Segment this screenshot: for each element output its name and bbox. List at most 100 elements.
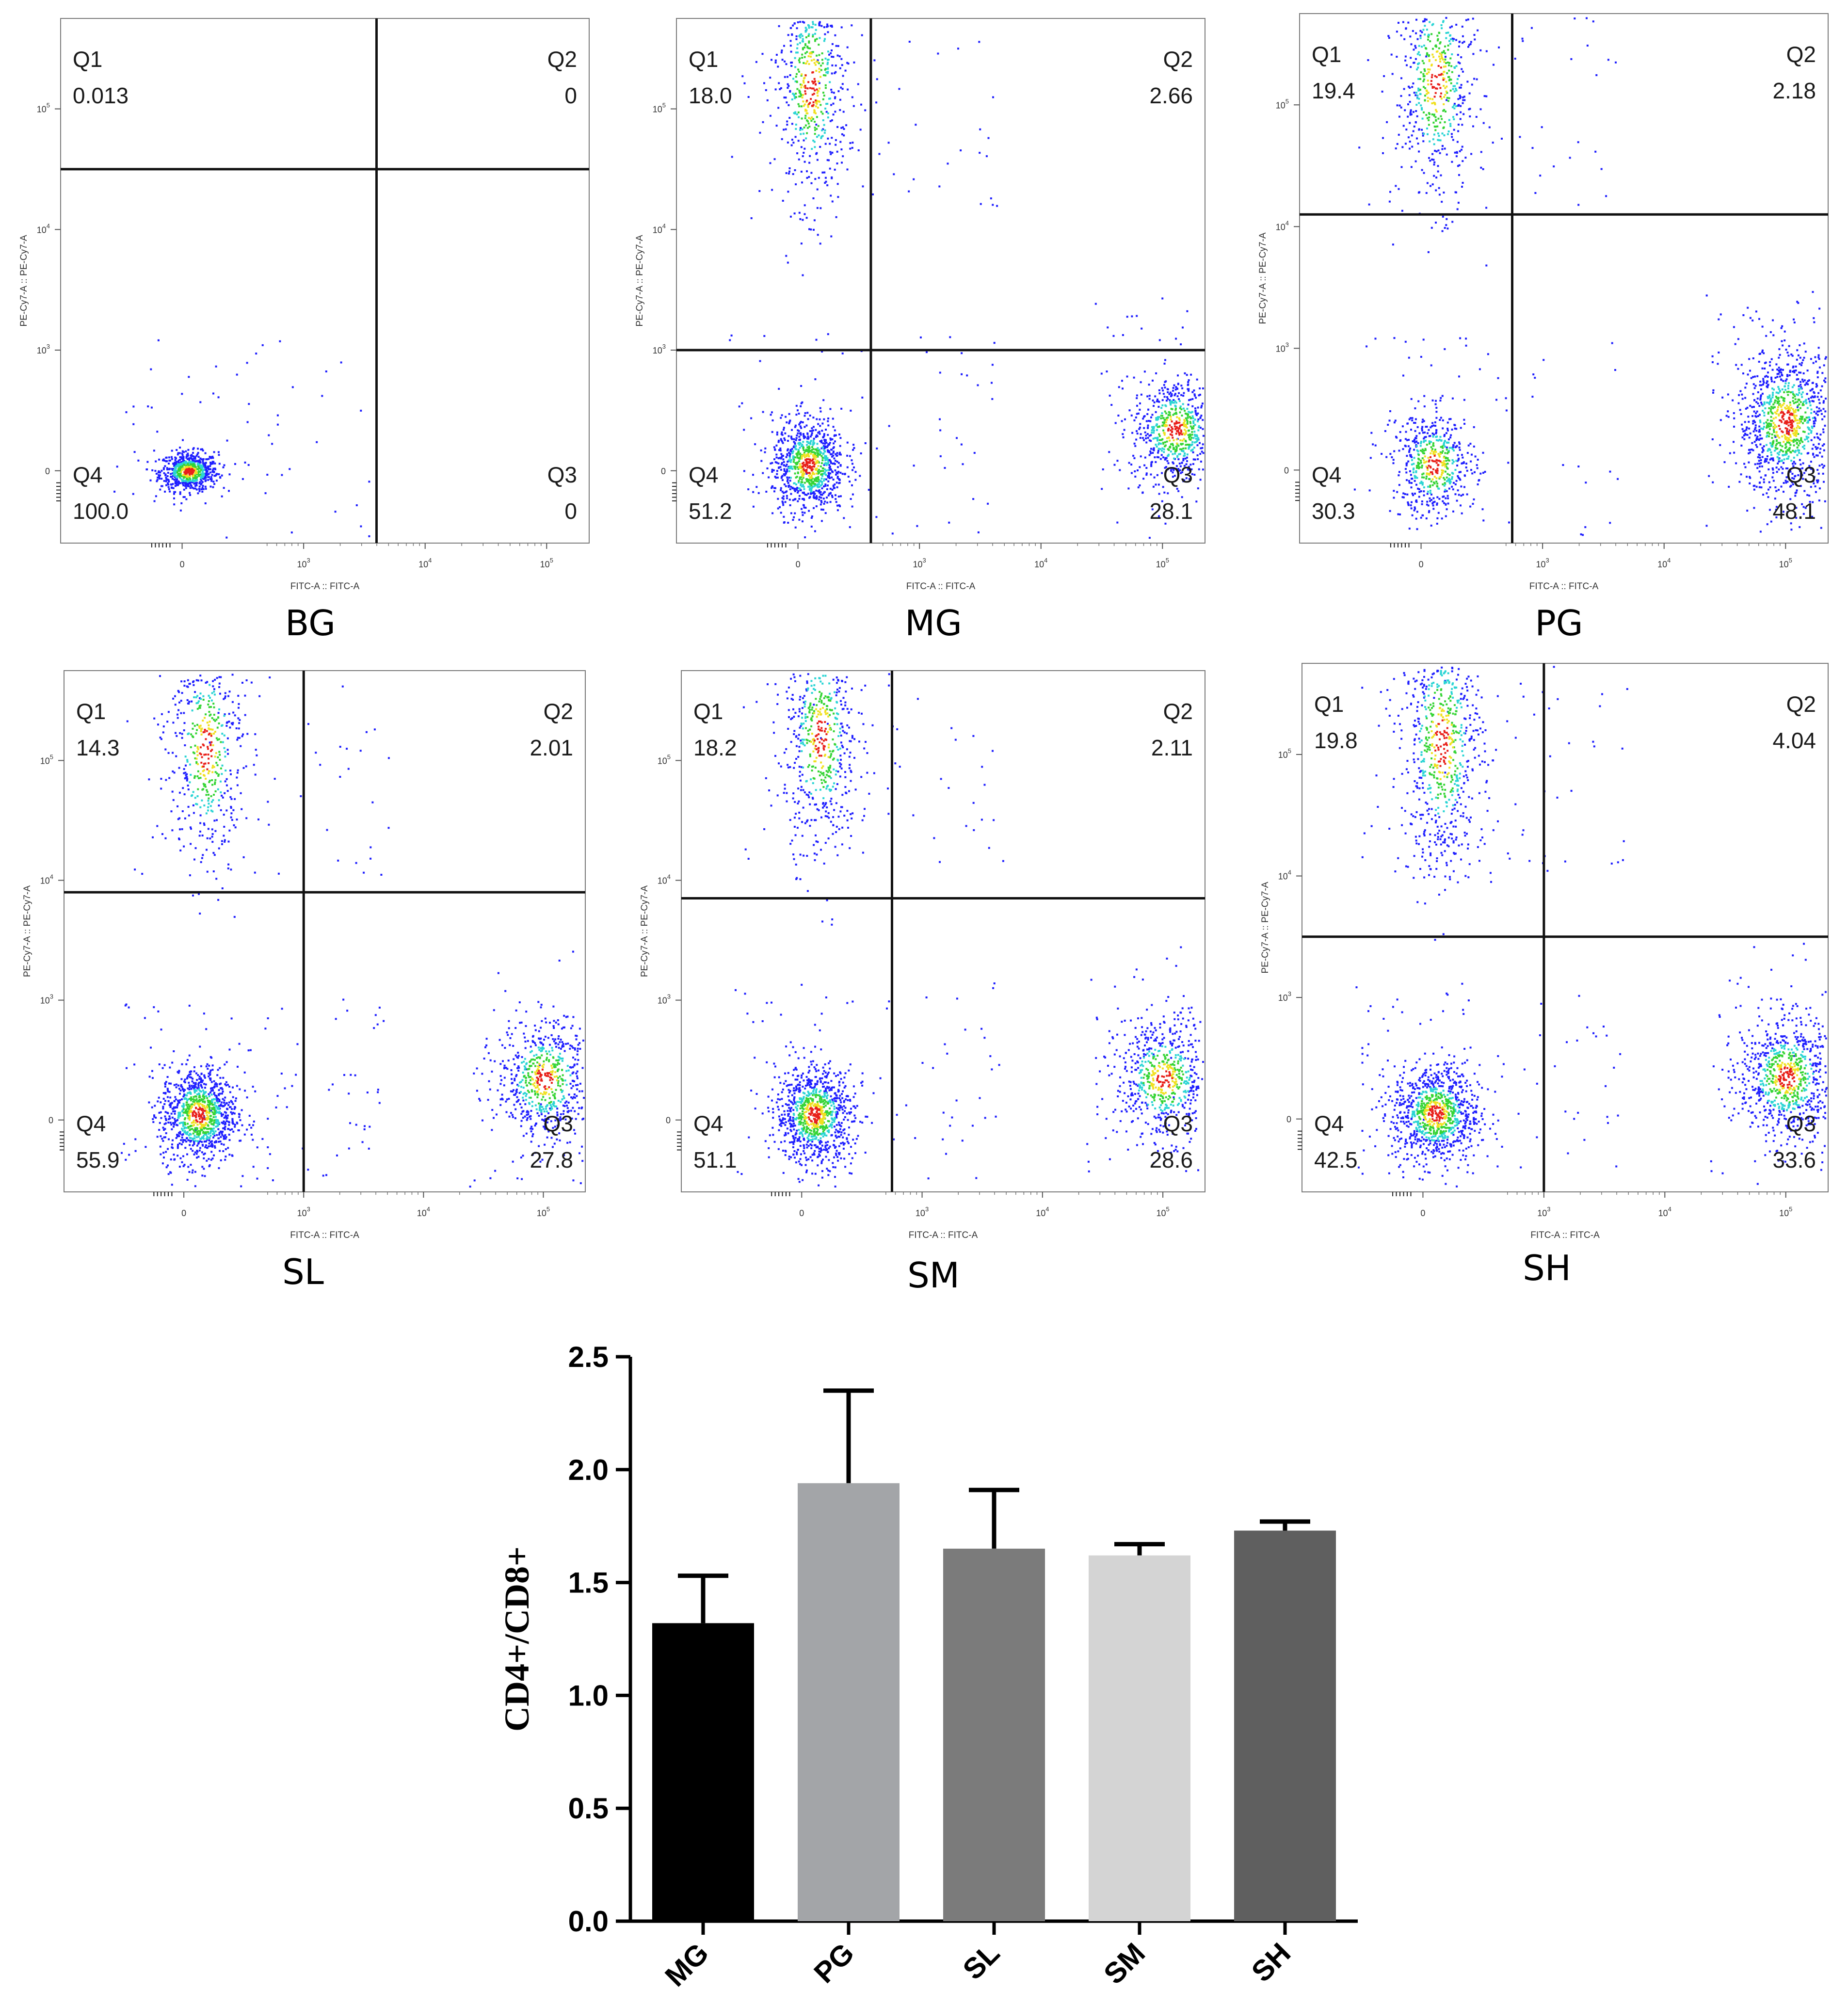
- event-dot: [1418, 150, 1420, 153]
- event-dot: [1775, 363, 1778, 366]
- event-dot: [1769, 419, 1772, 422]
- event-dot: [799, 95, 802, 97]
- event-dot: [1778, 388, 1780, 390]
- event-dot: [174, 466, 176, 468]
- event-dot: [1770, 423, 1772, 425]
- event-dot: [803, 127, 805, 128]
- event-dot: [761, 53, 764, 55]
- event-dot: [1457, 202, 1460, 204]
- event-dot: [743, 82, 746, 84]
- event-dot: [750, 417, 753, 419]
- event-dot: [804, 52, 807, 54]
- event-dot: [776, 476, 779, 479]
- event-dot: [835, 434, 837, 436]
- event-dot: [802, 441, 804, 443]
- event-dot: [820, 207, 822, 209]
- event-dot: [1808, 495, 1811, 497]
- event-dot: [831, 24, 833, 27]
- event-dot: [838, 504, 840, 507]
- event-dot: [1163, 451, 1165, 453]
- event-dot: [769, 114, 771, 117]
- event-dot: [1798, 440, 1800, 442]
- event-dot: [771, 431, 773, 433]
- event-dot: [783, 473, 785, 476]
- event-dot: [1817, 347, 1820, 349]
- event-dot: [217, 396, 220, 399]
- event-dot: [831, 176, 833, 178]
- event-dot: [785, 485, 787, 487]
- event-dot: [814, 483, 816, 485]
- event-dot: [795, 483, 797, 486]
- event-dot: [1428, 60, 1430, 62]
- event-dot: [193, 447, 195, 450]
- event-dot: [1800, 364, 1802, 367]
- event-dot: [1420, 71, 1422, 74]
- event-dot: [1776, 452, 1779, 454]
- event-dot: [1435, 417, 1438, 419]
- event-dot: [798, 158, 800, 161]
- event-dot: [1789, 409, 1791, 412]
- event-dot: [153, 500, 156, 502]
- event-dot: [1501, 138, 1503, 140]
- event-dot: [826, 59, 829, 61]
- event-dot: [1802, 431, 1804, 433]
- event-dot: [799, 57, 801, 60]
- event-dot: [1814, 417, 1816, 420]
- event-dot: [1428, 116, 1430, 119]
- event-dot: [794, 456, 797, 459]
- event-dot: [808, 445, 810, 448]
- event-dot: [172, 472, 174, 475]
- event-dot: [1197, 429, 1200, 432]
- event-dot: [1765, 421, 1768, 424]
- event-dot: [803, 504, 804, 506]
- event-dot: [810, 228, 812, 231]
- event-dot: [1443, 103, 1445, 105]
- event-dot: [1184, 412, 1187, 415]
- event-dot: [1768, 425, 1771, 428]
- event-dot: [1462, 102, 1464, 104]
- event-dot: [776, 470, 778, 472]
- event-dot: [1418, 488, 1420, 490]
- event-dot: [1481, 508, 1484, 511]
- event-dot: [1413, 62, 1415, 64]
- event-dot: [831, 137, 833, 139]
- event-dot: [783, 128, 785, 131]
- event-dot: [1440, 97, 1443, 100]
- event-dot: [1454, 85, 1456, 87]
- event-dot: [1803, 445, 1805, 447]
- event-dot: [1199, 417, 1202, 419]
- event-dot: [1455, 65, 1458, 67]
- event-dot: [801, 457, 803, 460]
- event-dot: [788, 484, 790, 487]
- event-dot: [1780, 405, 1783, 408]
- event-dot: [1778, 372, 1780, 375]
- event-dot: [828, 97, 831, 100]
- event-dot: [1409, 447, 1412, 450]
- event-dot: [791, 448, 793, 450]
- event-dot: [1817, 479, 1819, 482]
- event-dot: [189, 469, 191, 471]
- event-dot: [787, 85, 790, 87]
- event-dot: [1463, 99, 1466, 101]
- event-dot: [825, 71, 828, 74]
- event-dot: [1790, 522, 1792, 525]
- event-dot: [787, 261, 789, 264]
- event-dot: [1435, 50, 1438, 53]
- event-dot: [158, 478, 161, 480]
- event-dot: [1786, 420, 1788, 422]
- event-dot: [1773, 381, 1776, 383]
- event-dot: [806, 464, 809, 466]
- event-dot: [831, 151, 834, 154]
- event-dot: [1823, 449, 1825, 451]
- event-dot: [1778, 414, 1780, 417]
- event-dot: [1437, 512, 1440, 514]
- event-dot: [1408, 418, 1411, 420]
- event-dot: [781, 431, 783, 434]
- y-tick-exponent: 3: [47, 343, 50, 350]
- event-dot: [1422, 338, 1425, 341]
- event-dot: [186, 474, 188, 476]
- event-dot: [185, 457, 188, 459]
- event-dot: [1767, 419, 1769, 421]
- event-dot: [1569, 157, 1571, 159]
- event-dot: [821, 422, 824, 425]
